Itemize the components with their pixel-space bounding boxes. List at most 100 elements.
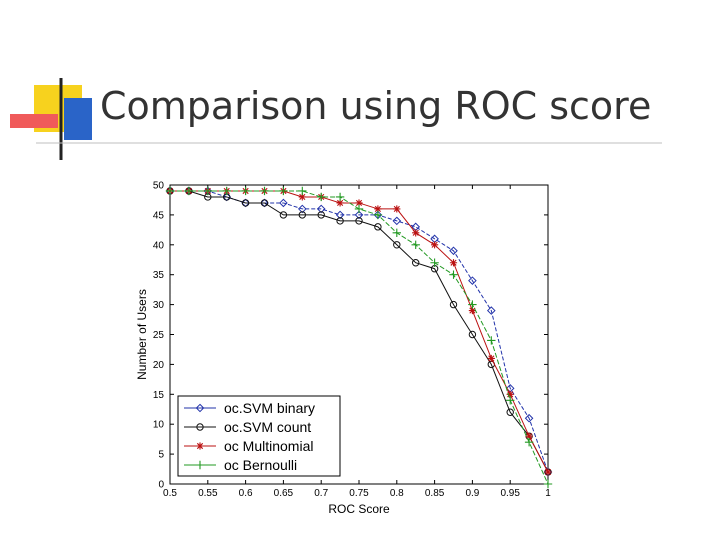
x-tick-label: 0.95 <box>500 488 520 499</box>
data-point <box>392 228 401 238</box>
deco-blue-square <box>64 98 92 140</box>
legend-box <box>177 395 341 477</box>
data-point <box>487 336 496 345</box>
data-point <box>184 186 194 196</box>
data-point <box>241 199 250 207</box>
data-point <box>374 223 382 231</box>
data-point <box>449 300 458 309</box>
x-tick-label: 0.55 <box>198 488 218 499</box>
y-tick-label: 25 <box>153 330 165 341</box>
data-point <box>525 432 533 440</box>
data-point <box>354 204 364 214</box>
data-point <box>222 186 231 196</box>
data-point <box>355 217 363 225</box>
data-point <box>449 246 458 256</box>
data-point <box>298 211 306 219</box>
legend-label: oc.SVM count <box>224 419 311 435</box>
data-point <box>279 186 288 196</box>
legend-item: oc Bernoulli <box>184 457 297 473</box>
x-tick-label: 0.85 <box>425 488 445 499</box>
data-point <box>412 259 420 267</box>
data-point <box>486 306 496 315</box>
legend-label: oc Bernoulli <box>224 457 297 473</box>
y-tick-label: 0 <box>158 480 164 491</box>
data-point <box>449 270 458 279</box>
data-point <box>241 186 250 196</box>
series-line <box>170 190 549 473</box>
y-tick-label: 40 <box>153 240 165 251</box>
x-axis-label: ROC Score <box>328 502 390 516</box>
data-point <box>468 306 476 315</box>
legend-marker <box>195 403 205 413</box>
data-point <box>544 468 552 476</box>
legend-marker <box>195 460 205 470</box>
data-point <box>506 408 514 416</box>
x-tick-label: 0.6 <box>239 488 253 499</box>
legend-label: oc Multinomial <box>224 438 313 454</box>
data-point <box>335 210 345 220</box>
data-point <box>431 241 439 249</box>
data-point <box>317 211 325 219</box>
data-point <box>298 193 306 201</box>
data-point <box>392 216 402 226</box>
x-tick-label: 0.75 <box>349 488 369 499</box>
data-point <box>336 217 344 225</box>
data-point <box>317 192 326 202</box>
series-line <box>170 190 549 473</box>
data-point <box>374 205 382 213</box>
data-point <box>411 240 420 249</box>
data-point <box>468 330 477 339</box>
data-point <box>487 354 495 363</box>
data-point <box>506 390 514 398</box>
data-point <box>412 229 420 237</box>
y-axis-label: Number of Users <box>135 289 149 380</box>
data-point <box>335 192 345 202</box>
data-point <box>468 300 477 309</box>
data-point <box>165 186 175 196</box>
y-tick-label: 10 <box>153 420 165 431</box>
legend-item: oc.SVM binary <box>184 400 315 416</box>
data-point <box>449 259 458 267</box>
y-tick-label: 20 <box>153 360 165 371</box>
deco-red-bar <box>10 114 58 128</box>
legend-item: oc.SVM count <box>184 419 311 435</box>
data-point <box>543 479 553 489</box>
y-tick-label: 5 <box>158 450 164 461</box>
x-tick-label: 0.8 <box>390 488 404 499</box>
data-point <box>316 204 326 214</box>
data-point <box>524 437 534 447</box>
x-tick-label: 0.5 <box>163 488 177 499</box>
data-point <box>297 204 307 214</box>
legend: oc.SVM binary oc.SVM count oc Multinomial o… <box>177 395 341 477</box>
data-point <box>430 258 439 267</box>
data-point <box>355 199 363 207</box>
data-point <box>298 186 307 196</box>
x-tick-label: 1 <box>545 488 551 499</box>
data-point <box>203 186 212 196</box>
data-point <box>279 198 288 208</box>
data-point <box>393 241 401 249</box>
legend-marker <box>196 423 204 431</box>
legend-label: oc.SVM binary <box>224 400 315 416</box>
x-tick-label: 0.65 <box>274 488 294 499</box>
data-point <box>506 396 515 405</box>
slide-title: Comparison using ROC score <box>100 84 652 128</box>
data-point <box>354 210 364 220</box>
y-tick-label: 35 <box>153 270 165 281</box>
data-point <box>373 210 383 220</box>
data-point <box>279 211 288 219</box>
series-4 <box>165 186 553 489</box>
y-tick-label: 15 <box>153 390 165 401</box>
y-tick-label: 50 <box>153 181 165 192</box>
x-tick-label: 0.7 <box>314 488 328 499</box>
data-point <box>260 199 269 207</box>
data-point <box>336 199 344 207</box>
data-point <box>524 413 534 423</box>
x-tick-label: 0.9 <box>465 488 479 499</box>
data-point <box>393 205 401 213</box>
legend-marker <box>196 442 204 450</box>
y-tick-label: 45 <box>153 210 165 221</box>
legend-item: oc Multinomial <box>184 438 313 454</box>
